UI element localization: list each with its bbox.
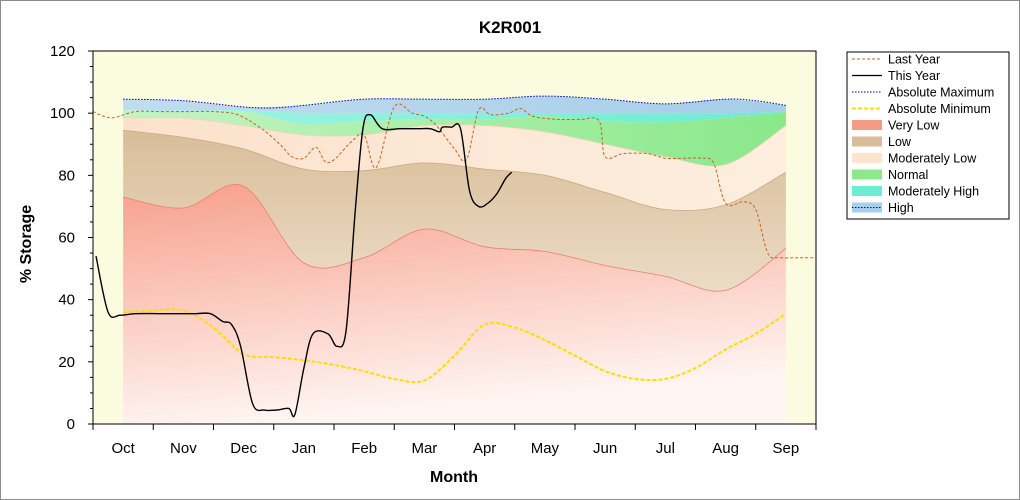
band-moderately-high [123,109,786,125]
x-tick-label: Feb [351,440,377,457]
legend-label-moderately-high: Moderately High [888,185,979,199]
band-edge-very-low-top [123,184,787,292]
legend-label-normal: Normal [888,168,928,182]
series-absolute-maximum [123,95,786,109]
x-axis: Oct Nov Dec Jan Feb Mar Apr May Jun Jul Aug Sep [92,424,817,457]
legend-swatch-moderately-low [852,153,882,163]
x-tick-label: Oct [111,440,135,457]
x-tick-label: Apr [473,440,496,457]
x-tick-label: Sep [773,440,800,457]
legend-label-very-low: Very Low [888,119,940,133]
band-edge-low-top [123,129,787,212]
y-axis-title: % Storage [18,205,35,283]
y-tick-label: 20 [58,354,75,371]
legend-label-low: Low [888,135,912,149]
y-tick-label: 100 [50,105,75,122]
legend-swatch-normal [852,169,882,180]
y-axis: 0 20 40 60 80 100 120 [50,43,93,433]
legend-swatch-very-low [852,120,882,130]
chart-title: K2R001 [479,18,541,37]
legend-label-absolute-minimum: Absolute Minimum [888,102,991,116]
legend-swatch-low [852,136,882,147]
series-absolute-minimum [123,308,787,384]
x-tick-label: Jan [292,440,316,457]
y-tick-label: 80 [58,167,75,184]
x-axis-title: Month [430,469,478,486]
band-normal [123,110,786,166]
y-tick-label: 40 [58,292,75,309]
x-tick-label: Jun [593,440,617,457]
storage-bands [123,96,787,424]
band-high [123,96,786,114]
series-last-year [93,103,816,259]
x-tick-label: Aug [712,440,739,457]
legend-swatch-moderately-high [852,186,882,196]
x-tick-label: Nov [170,440,197,457]
x-tick-label: Mar [411,440,437,457]
legend-label-last-year: Last Year [888,53,940,67]
band-moderately-low [123,117,786,211]
legend-label-absolute-maximum: Absolute Maximum [888,86,994,100]
x-tick-label: Jul [656,440,675,457]
legend-label-high: High [888,201,914,215]
series-lines [93,95,816,418]
band-low [123,130,786,292]
y-tick-label: 60 [58,230,75,247]
y-tick-label: 120 [50,43,75,60]
y-tick-label: 0 [67,416,75,433]
x-tick-label: May [531,440,560,457]
legend-label-moderately-low: Moderately Low [888,152,977,166]
series-this-year [95,113,513,418]
legend-label-this-year: This Year [888,69,940,83]
band-very-low [123,184,786,424]
legend: Last Year This Year Absolute Maximum Absolu… [846,51,1010,220]
x-tick-label: Dec [230,440,257,457]
